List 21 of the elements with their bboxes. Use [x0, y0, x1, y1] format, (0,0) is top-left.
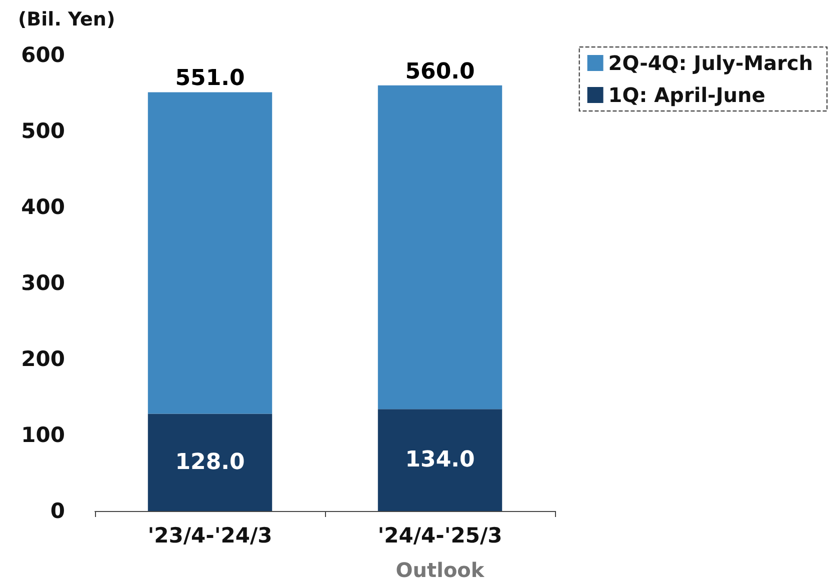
y-tick-label: 0 — [50, 499, 65, 523]
y-tick-label: 400 — [21, 195, 65, 219]
bar — [148, 92, 272, 414]
x-tick-label: '23/4-'24/3 — [148, 524, 272, 548]
total-label: 551.0 — [175, 66, 245, 92]
legend-label: 1Q: April-June — [608, 83, 766, 107]
bar — [378, 409, 502, 511]
text: Outlook — [396, 558, 485, 582]
bar — [378, 85, 502, 410]
x-tick-label: '24/4-'25/3 — [378, 524, 502, 548]
data-label: 134.0 — [405, 448, 475, 473]
legend-label: 2Q-4Q: July-March — [608, 51, 814, 75]
data-label: 128.0 — [175, 450, 245, 475]
total-label: 560.0 — [405, 59, 475, 84]
y-tick-label: 100 — [21, 423, 65, 447]
y-tick-label: 500 — [21, 119, 65, 143]
y-tick-label: 600 — [21, 43, 65, 67]
y-axis-title: (Bil. Yen) — [18, 8, 116, 30]
y-tick-label: 200 — [21, 347, 65, 371]
y-tick-label: 300 — [21, 271, 65, 295]
bar — [148, 414, 272, 511]
